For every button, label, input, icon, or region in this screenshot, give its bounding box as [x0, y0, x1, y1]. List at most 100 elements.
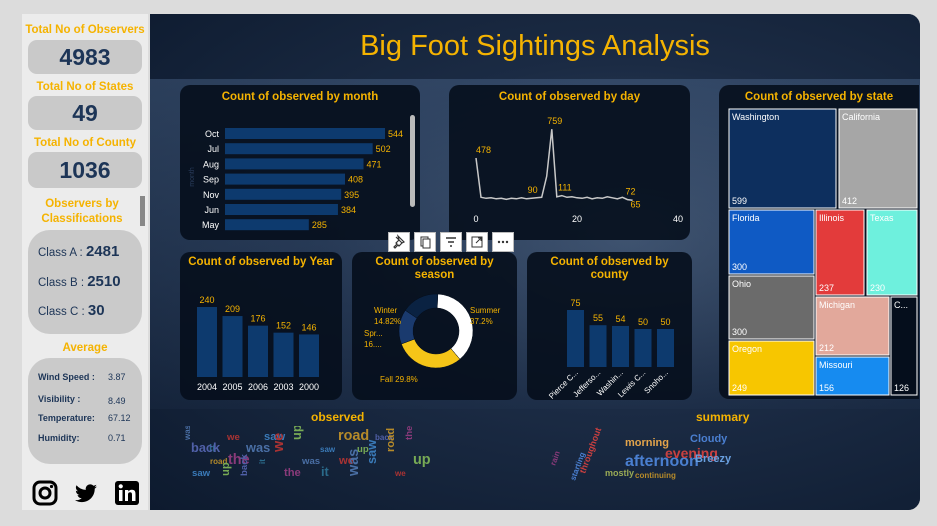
state-tile-value: 126	[894, 383, 909, 393]
county-tick-label: Snoho...	[642, 368, 669, 395]
visual-toolbar	[388, 232, 516, 254]
state-tile	[815, 209, 865, 296]
county-data-label: 54	[615, 314, 625, 324]
kpi-label-states: Total No of States	[36, 81, 134, 93]
visibility-row: Visibility : 8.49	[38, 394, 138, 406]
state-tile-name: Ohio	[732, 279, 751, 289]
season-chart: Summer 37.2% Fall 29.8% Winter 14.82% Spr... 1…	[364, 293, 501, 384]
month-tick-label: Sep	[203, 175, 219, 185]
day-chart-panel[interactable]: Count of observed by day 0 20 40 478 759 90 11…	[449, 85, 690, 240]
day-data-label: 478	[476, 145, 491, 155]
page-title: Big Foot Sightings Analysis	[360, 30, 710, 62]
day-data-label: 72	[625, 187, 635, 197]
class-b-row: Class B : 2510	[38, 273, 121, 290]
observed-word: was	[301, 456, 320, 467]
year-data-label: 209	[225, 304, 240, 314]
summary-word: continuing	[635, 471, 676, 480]
state-tile-value: 237	[819, 283, 834, 293]
state-tile-name: Texas	[870, 213, 894, 223]
state-tile-value: 300	[732, 327, 747, 337]
summary-word: evening	[665, 445, 718, 461]
observed-word: we	[226, 432, 240, 443]
year-tick-label: 2006	[248, 382, 268, 392]
month-bar	[225, 143, 373, 155]
copy-visual-button[interactable]	[414, 232, 436, 252]
month-chart-scrollbar[interactable]	[410, 115, 415, 207]
day-chart: 0 20 40 478 759 90 111 72 65	[473, 116, 683, 224]
year-bar	[273, 332, 294, 377]
month-data-label: 384	[341, 205, 356, 215]
copy-icon	[420, 236, 431, 249]
observed-word: it	[258, 459, 267, 464]
observed-word: the	[404, 426, 415, 440]
observed-word: we	[338, 455, 354, 467]
year-tick-label: 2000	[299, 382, 319, 392]
day-chart-title: Count of observed by day	[498, 91, 641, 103]
state-tile-value: 599	[732, 196, 747, 206]
class-c-row: Class C : 30	[38, 302, 105, 319]
year-bar	[222, 316, 243, 377]
month-data-label: 502	[376, 144, 391, 154]
state-tile-value: 230	[870, 283, 885, 293]
county-chart-panel[interactable]: Count of observed by county 75 Pierce C..…	[527, 252, 692, 400]
day-data-label: 90	[528, 185, 538, 195]
month-data-label: 408	[348, 175, 363, 185]
observed-word: back	[239, 453, 250, 476]
season-slice	[401, 338, 461, 369]
year-chart: 240 2004 209 2005 176 2006 152 2003 146 2000	[197, 295, 319, 392]
month-tick-label: Oct	[205, 129, 220, 139]
year-chart-title: Count of observed by Year	[188, 256, 334, 268]
observed-word: up	[220, 462, 232, 476]
year-bar	[197, 307, 217, 377]
kpi-value-states[interactable]: 49	[28, 96, 142, 130]
twitter-icon[interactable]	[73, 480, 99, 506]
observed-word: back	[375, 433, 394, 442]
county-bar	[612, 325, 629, 367]
more-options-button[interactable]	[492, 232, 514, 252]
observed-word: road	[338, 428, 369, 444]
sidebar-scrollbar[interactable]	[140, 196, 145, 226]
state-tile	[728, 209, 815, 275]
season-chart-panel[interactable]: Count of observed by season Summer 37.2% F…	[352, 252, 517, 400]
county-bar	[657, 329, 674, 367]
observed-word: was	[183, 426, 192, 441]
day-tick-label: 0	[473, 214, 478, 224]
summary-word: rain	[548, 450, 562, 467]
humidity-label: Humidity:	[38, 433, 80, 443]
dashboard-canvas: Big Foot Sightings Analysis Count of obs…	[150, 14, 920, 510]
year-data-label: 240	[199, 295, 214, 305]
year-data-label: 176	[250, 314, 265, 324]
linkedin-icon[interactable]	[114, 480, 140, 506]
wind-speed-label: Wind Speed :	[38, 372, 95, 382]
year-bar	[299, 334, 319, 377]
observed-word: saw	[192, 468, 211, 479]
kpi-value-county[interactable]: 1036	[28, 152, 142, 188]
year-chart-panel[interactable]: Count of observed by Year 240 2004 209 2005…	[180, 252, 342, 400]
observed-word: saw	[364, 440, 379, 464]
humidity-row: Humidity: 0.71	[38, 433, 138, 443]
state-chart-panel[interactable]: Count of observed by state Washington 599…	[719, 85, 919, 399]
instagram-icon[interactable]	[32, 480, 58, 506]
month-tick-label: Nov	[203, 190, 220, 200]
filter-visual-button[interactable]	[440, 232, 462, 252]
state-tile	[728, 340, 815, 396]
state-tile-name: Florida	[732, 213, 760, 223]
day-series-line	[475, 129, 633, 202]
pin-visual-button[interactable]	[388, 232, 410, 252]
observed-word: saw	[320, 445, 336, 454]
more-icon	[497, 240, 509, 244]
class-a-row: Class A : 2481	[38, 243, 119, 260]
season-data-label: Winter	[374, 306, 397, 315]
class-c-value: 30	[87, 302, 105, 319]
kpi-value-observers[interactable]: 4983	[28, 40, 142, 74]
county-bar	[589, 325, 607, 367]
month-tick-label: May	[202, 220, 220, 230]
season-slice	[436, 293, 474, 360]
average-card: Wind Speed : 3.87 Visibility : 8.49 Temper…	[28, 358, 142, 464]
classifications-card: Class A : 2481 Class B : 2510 Class C : …	[28, 230, 142, 334]
focus-mode-button[interactable]	[466, 232, 488, 252]
month-chart-panel[interactable]: Count of observed by month Oct 544 Jul 502 A…	[180, 85, 420, 240]
state-tile	[728, 275, 815, 340]
